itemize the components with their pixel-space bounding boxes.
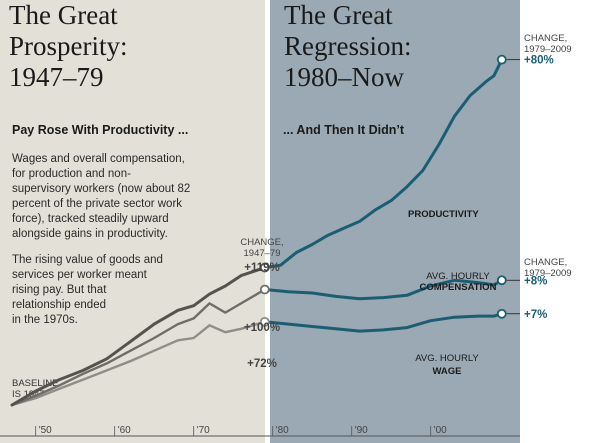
series-labels: +119% +80% +100% +8% +72% +7% PRODUCTIVITY AVG.… xyxy=(244,55,554,377)
series-line-1979-2009 xyxy=(263,58,504,270)
change-1979-2009-value: +8% xyxy=(524,275,547,287)
split-point-marker xyxy=(259,284,270,295)
change-top-line-2: 1979–2009 xyxy=(524,44,572,55)
para2-line-1: The rising value of goods and xyxy=(12,254,163,266)
left-subtitle: Pay Rose With Productivity ... xyxy=(12,123,188,137)
series-line-1947-79 xyxy=(10,288,266,407)
series-name-label: WAGE xyxy=(432,366,461,377)
right-title-line-2: Regression: xyxy=(284,31,412,61)
left-title-line-3: 1947–79 xyxy=(9,62,104,92)
para2-line-5: in the 1970s. xyxy=(12,314,78,326)
series-name-label: AVG. HOURLY xyxy=(415,353,479,364)
para1-line-4: percent of the private sector work xyxy=(12,198,182,210)
right-subtitle: ... And Then It Didn’t xyxy=(283,123,405,137)
change-1947-79-value: +100% xyxy=(244,322,280,334)
split-point-marker xyxy=(259,316,270,327)
right-panel-background xyxy=(270,0,520,443)
change-1979-2009-value: +7% xyxy=(524,309,547,321)
para2-line-2: services per worker meant xyxy=(12,269,148,281)
change-mid-line-2: 1979–2009 xyxy=(524,268,572,279)
series-name-label: COMPENSATION xyxy=(420,282,497,293)
change-1947-79-value: +72% xyxy=(247,358,277,370)
change-mid-line-1: CHANGE, xyxy=(524,257,567,268)
para1-line-3: supervisory workers (now about 82 xyxy=(12,183,190,195)
change-1947-79-line-2: 1947–79 xyxy=(244,248,281,259)
series-name-label: PRODUCTIVITY xyxy=(408,209,479,220)
left-title-line-1: The Great xyxy=(9,0,118,30)
end-point-marker xyxy=(496,308,507,319)
right-title: The Great Regression: 1980–Now xyxy=(284,0,412,92)
x-tick-label: '60 xyxy=(118,425,131,436)
left-panel-background xyxy=(0,0,265,443)
change-top-line-1: CHANGE, xyxy=(524,33,567,44)
series-markers xyxy=(259,54,507,327)
x-tick-label: '80 xyxy=(276,425,289,436)
series-line-1979-2009 xyxy=(263,278,504,301)
para1-line-6: alongside gains in productivity. xyxy=(12,228,168,240)
series-line-1947-79 xyxy=(10,266,267,407)
end-point-marker xyxy=(496,54,507,65)
para2-line-4: relationship ended xyxy=(12,299,106,311)
change-1947-79-value: +119% xyxy=(244,262,280,274)
baseline-label-line-1: BASELINE xyxy=(12,378,58,389)
para2-line-3: rising pay. But that xyxy=(12,284,107,296)
para1-line-2: for production and non- xyxy=(12,168,131,180)
end-point-marker xyxy=(496,275,507,286)
x-tick-label: '70 xyxy=(197,425,210,436)
change-1947-79-label: CHANGE, 1947–79 xyxy=(240,237,283,259)
x-axis: '50 '60 '70 '80 '90 '00 xyxy=(0,425,520,437)
para1-line-1: Wages and overall compensation, xyxy=(12,153,185,165)
body-paragraph-2: The rising value of goods and services p… xyxy=(12,254,163,326)
x-tick-label: '90 xyxy=(355,425,368,436)
body-paragraph-1: Wages and overall compensation, for prod… xyxy=(12,153,190,240)
series-lines xyxy=(10,58,504,407)
change-1979-2009-value: +80% xyxy=(524,55,554,67)
change-1979-2009-top-label: CHANGE, 1979–2009 xyxy=(524,33,572,55)
para1-line-5: force), tracked steadily upward xyxy=(12,213,169,225)
x-tick-label: '50 xyxy=(39,425,52,436)
right-title-line-1: The Great xyxy=(284,0,393,30)
change-1979-2009-mid-label: CHANGE, 1979–2009 xyxy=(524,257,572,279)
series-name-label: AVG. HOURLY xyxy=(426,271,490,282)
change-1947-79-line-1: CHANGE, xyxy=(240,237,283,248)
left-title-line-2: Prosperity: xyxy=(9,31,128,61)
split-point-marker xyxy=(259,262,270,273)
left-title: The Great Prosperity: 1947–79 xyxy=(9,0,128,92)
series-line-1979-2009 xyxy=(263,312,504,333)
right-title-line-3: 1980–Now xyxy=(284,62,404,92)
x-tick-label: '00 xyxy=(434,425,447,436)
series-line-1947-79 xyxy=(10,320,266,407)
